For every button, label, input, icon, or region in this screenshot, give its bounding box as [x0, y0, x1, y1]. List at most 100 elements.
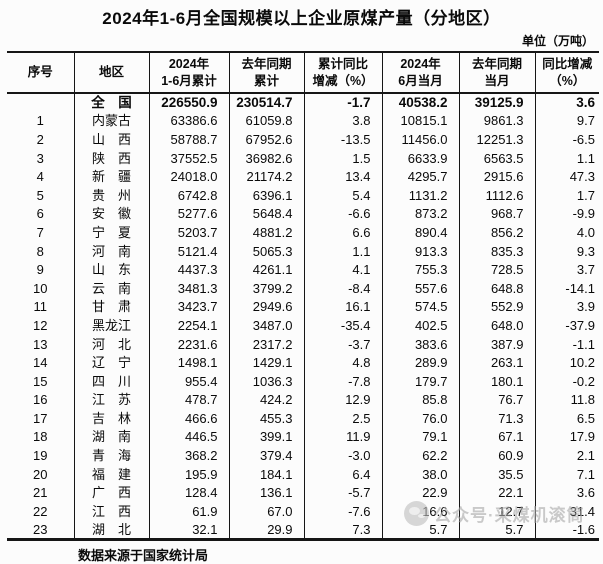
june-yoy-pct-value: -1.1 [534, 334, 599, 354]
row-serial-no: 9 [36, 262, 44, 278]
june-2024-value: 76.0 [381, 409, 459, 428]
ytd-yoy-pct-value: 1.5 [303, 148, 382, 168]
total-region-name: 全 国 [73, 93, 149, 112]
ytd-yoy-pct-value: 16.1 [303, 297, 382, 317]
june-2024-value: 402.5 [381, 316, 459, 335]
ytd-yoy-pct-value: -7.6 [303, 502, 382, 521]
ytd-2024-value: 128.4 [148, 483, 229, 503]
table-row: 21 广 西 128.4 136.1 -5.7 22.9 22.1 3.6 [7, 483, 599, 503]
june-prev-year-value: 12.7 [458, 502, 535, 521]
table-row: 10 云 南 3481.3 3799.2 -8.4 557.6 648.8 -1… [7, 278, 599, 298]
june-prev-year-value: 12251.3 [458, 130, 535, 149]
table-row: 3 陕 西 37552.5 36982.6 1.5 6633.9 6563.5 … [7, 148, 599, 168]
row-serial-no: 13 [33, 336, 48, 352]
row-serial-no: 19 [33, 448, 48, 464]
ytd-2024-value: 466.6 [148, 409, 229, 428]
region-name: 辽 宁 [73, 353, 149, 372]
ytd-prev-year-value: 455.3 [228, 409, 304, 428]
ytd-prev-year-value: 6396.1 [228, 185, 304, 205]
region-name: 陕 西 [73, 148, 149, 168]
region-name: 湖 北 [73, 520, 149, 540]
june-yoy-pct-value: 47.3 [534, 167, 599, 186]
table-row: 12 黑龙江 2254.1 3487.0 -35.4 402.5 648.0 -… [7, 316, 599, 335]
row-serial-no: 7 [36, 224, 44, 240]
june-prev-year-value: 856.2 [458, 223, 535, 242]
ytd-yoy-pct-value: -3.0 [303, 446, 382, 465]
june-yoy-pct-value: -14.1 [534, 278, 599, 298]
header-serial-no: 序号 [7, 52, 74, 94]
region-name: 云 南 [73, 278, 149, 298]
june-prev-year-value: 263.1 [458, 353, 535, 372]
total-june-2024: 40538.2 [381, 93, 459, 112]
region-name: 福 建 [73, 464, 149, 484]
june-yoy-pct-value: -6.5 [534, 130, 599, 149]
ytd-2024-value: 63386.6 [148, 111, 229, 131]
total-ytd-prev: 230514.7 [228, 93, 304, 112]
row-serial-no: 17 [33, 410, 48, 426]
ytd-yoy-pct-value: -6.6 [303, 204, 382, 224]
ytd-2024-value: 2231.6 [148, 334, 229, 354]
june-yoy-pct-value: -1.6 [534, 520, 599, 540]
ytd-yoy-pct-value: 5.4 [303, 185, 382, 205]
ytd-yoy-pct-value: -5.7 [303, 483, 382, 503]
june-prev-year-value: 552.9 [458, 297, 535, 317]
ytd-2024-value: 6742.8 [148, 185, 229, 205]
table-row: 2 山 西 58788.7 67952.6 -13.5 11456.0 1225… [7, 130, 599, 149]
total-serial-no [7, 93, 74, 112]
ytd-prev-year-value: 136.1 [228, 483, 304, 503]
ytd-prev-year-value: 3487.0 [228, 316, 304, 335]
row-serial-no: 11 [33, 299, 48, 315]
table-row: 8 河 南 5121.4 5065.3 1.1 913.3 835.3 9.3 [7, 241, 599, 261]
june-yoy-pct-value: 11.8 [534, 390, 599, 410]
june-prev-year-value: 22.1 [458, 483, 535, 503]
coal-production-table: 序号 地区 2024年 1-6月累计 去年同期 累计 累计同比 增减（%） 20… [7, 51, 599, 541]
june-prev-year-value: 835.3 [458, 241, 535, 261]
row-serial-no: 8 [36, 243, 44, 259]
table-row: 17 吉 林 466.6 455.3 2.5 76.0 71.3 6.5 [7, 409, 599, 428]
total-ytd-yoy: -1.7 [303, 93, 382, 112]
table-row: 18 湖 南 446.5 399.1 11.9 79.1 67.1 17.9 [7, 427, 599, 447]
region-name: 宁 夏 [73, 223, 149, 242]
june-prev-year-value: 387.9 [458, 334, 535, 354]
ytd-2024-value: 3423.7 [148, 297, 229, 317]
june-prev-year-value: 2915.6 [458, 167, 535, 186]
row-serial-no: 15 [33, 373, 48, 389]
region-name: 四 川 [73, 371, 149, 391]
june-2024-value: 289.9 [381, 353, 459, 372]
ytd-2024-value: 61.9 [148, 502, 229, 521]
ytd-prev-year-value: 184.1 [228, 464, 304, 484]
ytd-prev-year-value: 1036.3 [228, 371, 304, 391]
june-prev-year-value: 76.7 [458, 390, 535, 410]
ytd-yoy-pct-value: -35.4 [303, 316, 382, 335]
region-name: 内蒙古 [73, 111, 149, 131]
june-yoy-pct-value: 3.9 [534, 297, 599, 317]
row-serial-no: 3 [36, 150, 44, 166]
june-2024-value: 11456.0 [381, 130, 459, 149]
row-serial-no: 14 [33, 355, 48, 371]
header-ytd-prev-year: 去年同期 累计 [228, 52, 304, 94]
june-prev-year-value: 1112.6 [458, 185, 535, 205]
row-serial-no: 18 [33, 429, 48, 445]
data-source-note: 数据来源于国家统计局 [78, 547, 209, 563]
june-2024-value: 10815.1 [381, 111, 459, 131]
june-prev-year-value: 180.1 [458, 371, 535, 391]
ytd-yoy-pct-value: -7.8 [303, 371, 382, 391]
ytd-2024-value: 32.1 [148, 520, 229, 540]
ytd-yoy-pct-value: 13.4 [303, 167, 382, 186]
june-yoy-pct-value: 17.9 [534, 427, 599, 447]
ytd-prev-year-value: 1429.1 [228, 353, 304, 372]
table-row: 4 新 疆 24018.0 21174.2 13.4 4295.7 2915.6… [7, 167, 599, 186]
row-serial-no: 4 [36, 169, 44, 185]
june-2024-value: 22.9 [381, 483, 459, 503]
table-row: 13 河 北 2231.6 2317.2 -3.7 383.6 387.9 -1… [7, 334, 599, 354]
june-2024-value: 557.6 [381, 278, 459, 298]
table-row: 16 江 苏 478.7 424.2 12.9 85.8 76.7 11.8 [7, 390, 599, 410]
june-prev-year-value: 648.8 [458, 278, 535, 298]
ytd-prev-year-value: 4881.2 [228, 223, 304, 242]
june-yoy-pct-value: -37.9 [534, 316, 599, 335]
june-yoy-pct-value: 2.1 [534, 446, 599, 465]
ytd-prev-year-value: 424.2 [228, 390, 304, 410]
region-name: 河 南 [73, 241, 149, 261]
ytd-2024-value: 446.5 [148, 427, 229, 447]
region-name: 湖 南 [73, 427, 149, 447]
